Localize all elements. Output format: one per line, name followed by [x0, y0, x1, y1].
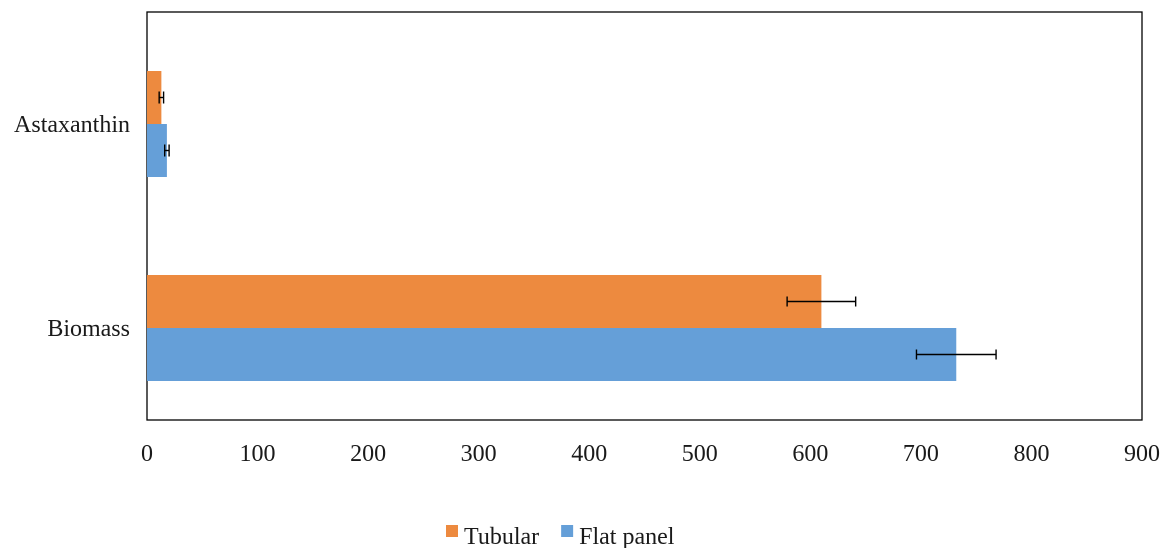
legend: Tubular Flat panel	[446, 524, 675, 548]
x-tick-label-900: 900	[1124, 441, 1160, 467]
category-label-biomass: Biomass	[47, 316, 130, 342]
bar-biomass-tubular	[147, 275, 822, 328]
legend-label-tubular: Tubular	[464, 524, 539, 548]
x-tick-label-800: 800	[1013, 441, 1049, 467]
x-tick-label-300: 300	[461, 441, 497, 467]
x-tick-label-600: 600	[792, 441, 828, 467]
bar-biomass-flat-panel	[147, 328, 957, 381]
plot-frame	[146, 11, 1143, 421]
bars-group	[147, 71, 957, 381]
x-tick-label-100: 100	[240, 441, 276, 467]
x-tick-label-500: 500	[682, 441, 718, 467]
legend-label-flat-panel: Flat panel	[579, 524, 675, 548]
x-tick-label-400: 400	[571, 441, 607, 467]
error-bars-group	[158, 91, 997, 360]
x-tick-label-700: 700	[903, 441, 939, 467]
x-tick-labels: 0 100 200 300 400 500 600 700 800 900	[141, 441, 1160, 467]
category-label-astaxanthin: Astaxanthin	[14, 112, 130, 138]
x-tick-label-200: 200	[350, 441, 386, 467]
legend-swatch-flat-panel	[561, 525, 574, 537]
legend-swatch-tubular	[446, 525, 458, 537]
bar-astaxanthin-tubular	[147, 71, 162, 124]
x-tick-label-0: 0	[141, 441, 153, 467]
category-labels: Astaxanthin Biomass	[14, 112, 130, 342]
bar-astaxanthin-flat-panel	[147, 124, 167, 177]
